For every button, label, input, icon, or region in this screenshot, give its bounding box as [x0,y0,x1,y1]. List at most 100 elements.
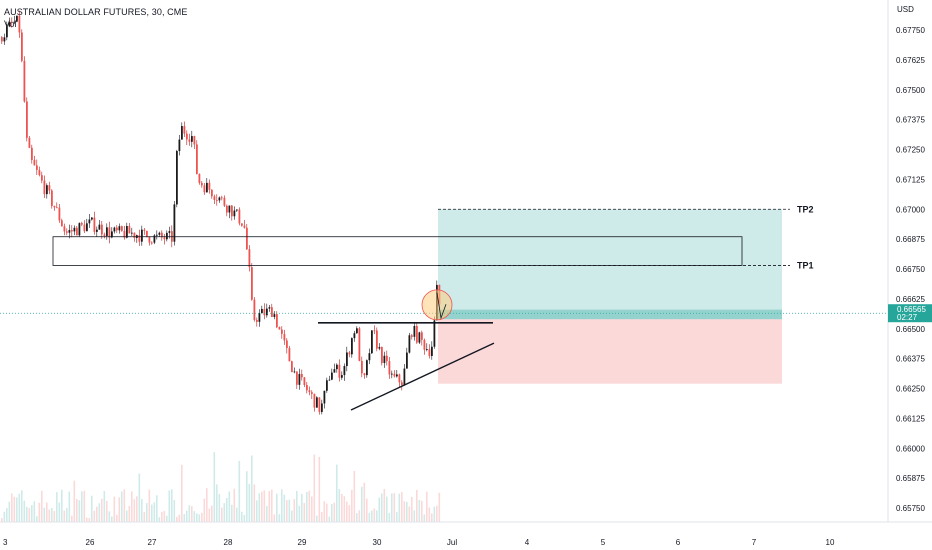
breakout-highlight [421,289,453,321]
candle-body [253,299,256,320]
price-tick-label: 0.66875 [896,235,925,244]
candle-body [46,185,48,195]
volume-bar [436,505,438,522]
candle-body [246,227,248,250]
candle-body [266,308,268,316]
volume-bar [26,506,28,522]
volume-bar [388,513,391,522]
candle-body [41,175,43,181]
time-tick-label: 5 [601,538,606,547]
candle-body [196,144,198,174]
volume-bar [268,491,271,522]
volume-bar [138,473,141,522]
volume-bar [108,511,111,522]
candle-body [326,380,328,391]
candle-body [138,235,141,242]
volume-bar [188,505,191,522]
candle-body [186,133,188,140]
time-tick-label: 26 [86,538,95,547]
price-tick-label: 0.66500 [896,325,925,334]
candle-body [278,327,281,330]
volume-bar [226,498,228,522]
volume-bar [11,493,13,522]
candle-body [371,330,373,354]
volume-bar [23,500,26,522]
volume-bar [271,489,273,522]
candle-body [378,347,381,349]
candle-body [36,165,38,170]
volume-bar [401,492,403,522]
volume-bar [351,489,353,522]
candle-body [331,372,333,380]
volume-bar [386,496,388,522]
volume-bar [161,511,163,522]
volume-bar [38,502,41,522]
price-tick-label: 0.67500 [896,86,925,95]
candle-body [426,349,428,350]
volume-bar [58,502,61,522]
price-tick-label: 0.66250 [896,385,925,394]
candle-body [356,328,358,334]
volume-bar [156,495,158,522]
price-tick-label: 0.67250 [896,146,925,155]
candle-body [103,234,106,236]
price-tick-label: 0.66625 [896,295,925,304]
chart-title: AUSTRALIAN DOLLAR FUTURES, 30, CME [4,7,188,17]
candle-body [201,182,203,186]
candle-body [198,173,201,183]
candle-body [406,352,408,369]
candle-body [183,126,186,134]
candle-body [293,371,296,373]
volume-bar [41,490,43,522]
candle-body [38,169,41,176]
volume-bar [3,511,6,522]
candle-body [258,313,261,322]
volume-bar [253,484,256,522]
target-label: TP2 [797,204,814,214]
volume-bar [301,493,303,522]
volume-bar [328,516,331,522]
volume-bar [148,489,151,522]
target-zone [438,209,782,320]
volume-bar [296,490,298,522]
volume-bar [208,508,211,522]
candle-body [233,210,236,217]
candle-body [206,182,208,193]
volume-bar [361,486,363,522]
volume-bar [121,491,123,522]
candle-body [111,231,113,238]
volume-bar [13,496,16,522]
candle-body [413,325,416,337]
volume-bar [273,514,276,522]
volume-bar [81,491,83,522]
candle-body [63,226,66,232]
volume-bar [403,501,406,522]
candle-body [91,217,93,220]
price-tick-label: 0.67375 [896,116,925,125]
candle-body [128,226,131,234]
volume-bar [91,495,93,522]
candle-body [86,223,88,232]
volume-bar [233,488,236,522]
volume-bar [356,513,358,522]
volume-bar [341,493,343,522]
volume-bar [261,491,263,522]
candle-body [218,197,221,201]
last-price-value: 0.66565 [897,305,926,314]
candle-body [133,232,136,238]
candle-body [153,235,156,243]
volume-bar [426,491,428,522]
candle-body [251,267,253,300]
candle-body [33,159,36,166]
candle-body [376,330,378,349]
candle-body [3,37,6,42]
candle-body [336,364,338,370]
volume-bar [228,491,231,522]
candle-body [313,393,316,408]
candle-body [213,196,216,201]
candle-body [141,229,143,242]
candle-body [78,223,81,236]
volume-bar [298,505,301,522]
